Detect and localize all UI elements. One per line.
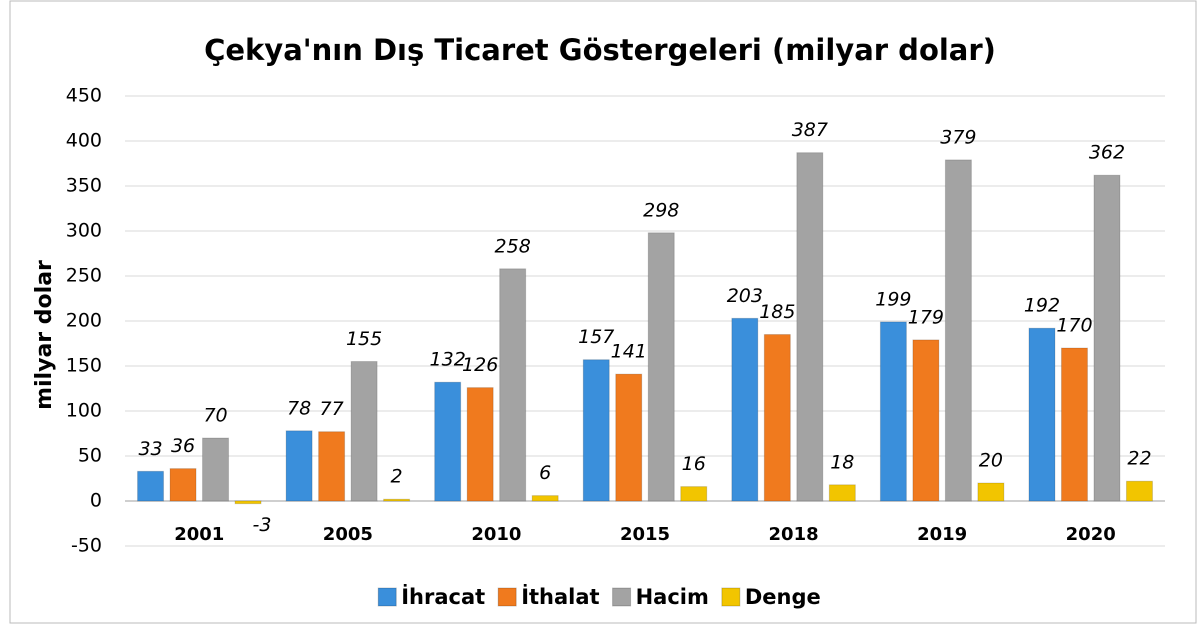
bar xyxy=(466,387,494,502)
data-label: 20 xyxy=(979,450,1003,472)
y-tick-label: 50 xyxy=(78,445,102,467)
x-tick-label: 2005 xyxy=(323,524,373,545)
data-label: 33 xyxy=(138,438,162,460)
data-label: 132 xyxy=(430,349,466,371)
chart-frame xyxy=(9,0,1197,624)
bar xyxy=(1028,327,1056,502)
data-label: 179 xyxy=(908,306,944,328)
legend-swatch xyxy=(612,587,632,607)
bar xyxy=(202,437,230,502)
bar xyxy=(1060,347,1088,502)
data-label: 18 xyxy=(830,451,854,473)
legend-swatch xyxy=(377,587,397,607)
bar xyxy=(912,339,940,502)
data-label: 22 xyxy=(1127,448,1151,470)
bar xyxy=(796,152,824,502)
bar xyxy=(383,498,411,502)
data-label: 192 xyxy=(1024,295,1060,317)
bar xyxy=(944,159,972,502)
bar xyxy=(731,317,759,502)
x-tick-label: 2018 xyxy=(769,524,819,545)
data-label: 203 xyxy=(727,285,763,307)
y-tick-label: 450 xyxy=(66,85,102,107)
bar xyxy=(1093,174,1121,502)
data-label: 379 xyxy=(940,126,976,148)
data-label: 141 xyxy=(611,341,647,363)
data-label: 16 xyxy=(682,453,706,475)
y-tick-label: 200 xyxy=(66,310,102,332)
bar xyxy=(680,486,708,502)
bar xyxy=(879,321,907,502)
y-tick-label: 350 xyxy=(66,175,102,197)
y-tick-label: 250 xyxy=(66,265,102,287)
bar xyxy=(285,430,313,502)
bar xyxy=(531,495,559,502)
data-label: -3 xyxy=(253,514,272,536)
data-label: 70 xyxy=(203,405,227,427)
bar xyxy=(499,268,527,502)
bar xyxy=(434,381,462,502)
bar xyxy=(647,232,675,502)
data-label: 362 xyxy=(1089,142,1125,164)
bar xyxy=(169,468,197,502)
chart-title: Çekya'nın Dış Ticaret Göstergeleri (mily… xyxy=(204,33,996,67)
data-label: 199 xyxy=(875,288,911,310)
bar xyxy=(828,484,856,502)
y-tick-label: 400 xyxy=(66,130,102,152)
legend-label: Denge xyxy=(745,585,821,609)
y-tick-label: 300 xyxy=(66,220,102,242)
bar xyxy=(615,373,643,502)
legend-label: İhracat xyxy=(401,584,485,609)
y-tick-label: -50 xyxy=(71,535,102,557)
bar xyxy=(582,359,610,502)
data-label: 78 xyxy=(287,397,311,419)
x-tick-label: 2019 xyxy=(917,524,967,545)
y-axis-label: milyar dolar xyxy=(32,260,57,410)
data-label: 126 xyxy=(462,354,498,376)
data-label: 258 xyxy=(495,235,531,257)
y-tick-label: 150 xyxy=(66,355,102,377)
bar xyxy=(1125,480,1153,502)
bar xyxy=(763,334,791,502)
legend-swatch xyxy=(721,587,741,607)
data-label: 36 xyxy=(171,435,195,457)
bar xyxy=(234,500,262,505)
bar xyxy=(318,431,346,502)
data-label: 157 xyxy=(578,326,614,348)
x-tick-label: 2001 xyxy=(174,524,224,545)
data-label: 185 xyxy=(759,301,795,323)
legend-swatch xyxy=(497,587,517,607)
bar xyxy=(977,482,1005,502)
bar xyxy=(137,470,165,502)
data-label: 170 xyxy=(1056,315,1092,337)
data-label: 6 xyxy=(539,462,551,484)
data-label: 155 xyxy=(346,328,382,350)
data-label: 298 xyxy=(643,199,679,221)
legend-label: Hacim xyxy=(636,585,709,609)
data-label: 2 xyxy=(391,466,403,488)
data-label: 387 xyxy=(792,119,828,141)
data-label: 77 xyxy=(320,398,344,420)
legend-label: İthalat xyxy=(521,584,599,609)
y-tick-label: 0 xyxy=(90,490,102,512)
x-tick-label: 2015 xyxy=(620,524,670,545)
bar xyxy=(350,361,378,502)
x-tick-label: 2010 xyxy=(471,524,521,545)
y-tick-label: 100 xyxy=(66,400,102,422)
x-tick-label: 2020 xyxy=(1066,524,1116,545)
